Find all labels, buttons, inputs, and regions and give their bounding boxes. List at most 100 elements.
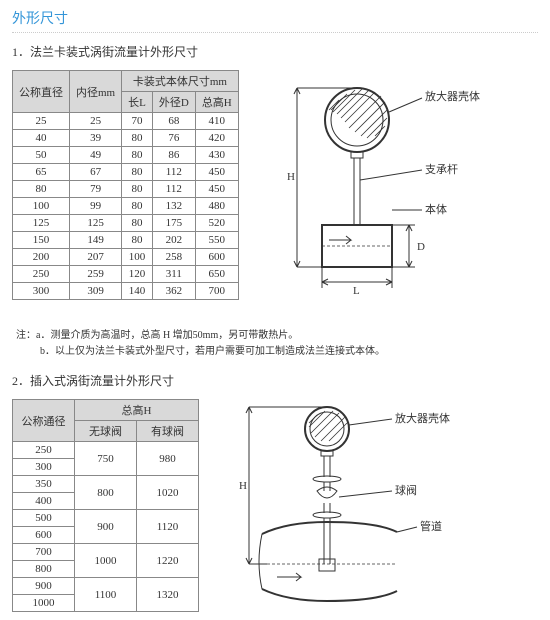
t2-col-group: 总高H bbox=[75, 400, 199, 421]
table-cell: 250 bbox=[13, 442, 75, 459]
table-cell: 259 bbox=[70, 266, 122, 283]
table-cell: 450 bbox=[195, 181, 238, 198]
table-cell: 25 bbox=[70, 113, 122, 130]
table-cell: 1020 bbox=[137, 476, 199, 510]
table-cell: 80 bbox=[122, 164, 153, 181]
table-cell: 112 bbox=[152, 181, 195, 198]
table-cell: 150 bbox=[13, 232, 70, 249]
table-cell: 311 bbox=[152, 266, 195, 283]
table-cell: 50 bbox=[13, 147, 70, 164]
table-cell: 258 bbox=[152, 249, 195, 266]
table-cell: 70 bbox=[122, 113, 153, 130]
note-b: b．以上仅为法兰卡装式外型尺寸，若用户需要可加工制造成法兰连接式本体。 bbox=[40, 344, 538, 360]
table-row: 15014980202550 bbox=[13, 232, 239, 249]
table-cell: 600 bbox=[195, 249, 238, 266]
section1-heading: 1．法兰卡装式涡街流量计外形尺寸 bbox=[12, 43, 538, 60]
table-cell: 300 bbox=[13, 459, 75, 476]
table-cell: 132 bbox=[152, 198, 195, 215]
table-row: 3508001020 bbox=[13, 476, 199, 493]
diagram1: 放大器壳体 支承杆 本体 H L D bbox=[257, 70, 487, 320]
table-row: 300309140362700 bbox=[13, 283, 239, 300]
table-cell: 300 bbox=[13, 283, 70, 300]
table-row: 200207100258600 bbox=[13, 249, 239, 266]
table-cell: 80 bbox=[122, 181, 153, 198]
table-cell: 125 bbox=[70, 215, 122, 232]
t1-col-L: 长L bbox=[122, 92, 153, 113]
table-row: 656780112450 bbox=[13, 164, 239, 181]
table-cell: 362 bbox=[152, 283, 195, 300]
table-cell: 67 bbox=[70, 164, 122, 181]
table-cell: 400 bbox=[13, 493, 75, 510]
section1-row: 公称直径 内径mm 卡装式本体尺寸mm 长L 外径D 总高H 252570684… bbox=[12, 70, 538, 320]
t1-col-group: 卡装式本体尺寸mm bbox=[122, 71, 239, 92]
t2-col-dn: 公称通径 bbox=[13, 400, 75, 442]
table-row: 50498086430 bbox=[13, 147, 239, 164]
table-cell: 200 bbox=[13, 249, 70, 266]
table-cell: 650 bbox=[195, 266, 238, 283]
table-cell: 80 bbox=[122, 215, 153, 232]
table-cell: 80 bbox=[122, 232, 153, 249]
table-cell: 309 bbox=[70, 283, 122, 300]
table-cell: 207 bbox=[70, 249, 122, 266]
table1: 公称直径 内径mm 卡装式本体尺寸mm 长L 外径D 总高H 252570684… bbox=[12, 70, 239, 300]
t1-col-D: 外径D bbox=[152, 92, 195, 113]
table-cell: 1120 bbox=[137, 510, 199, 544]
lbl-body: 本体 bbox=[425, 202, 447, 216]
table-cell: 100 bbox=[13, 198, 70, 215]
table-cell: 140 bbox=[122, 283, 153, 300]
table-row: 5009001120 bbox=[13, 510, 199, 527]
lbl-H: H bbox=[287, 171, 295, 183]
table-cell: 68 bbox=[152, 113, 195, 130]
table-cell: 80 bbox=[122, 130, 153, 147]
table-row: 25257068410 bbox=[13, 113, 239, 130]
note-a: 注：a．测量介质为高温时，总高 H 增加50mm，另可带散热片。 bbox=[16, 328, 538, 344]
table-cell: 99 bbox=[70, 198, 122, 215]
t1-col-id: 内径mm bbox=[70, 71, 122, 113]
table-cell: 40 bbox=[13, 130, 70, 147]
lbl-amp-shell: 放大器壳体 bbox=[425, 89, 480, 103]
table-cell: 65 bbox=[13, 164, 70, 181]
table-row: 250750980 bbox=[13, 442, 199, 459]
table-cell: 550 bbox=[195, 232, 238, 249]
table-cell: 410 bbox=[195, 113, 238, 130]
table-cell: 980 bbox=[137, 442, 199, 476]
table-row: 12512580175520 bbox=[13, 215, 239, 232]
table-cell: 120 bbox=[122, 266, 153, 283]
table2: 公称通径 总高H 无球阀 有球阀 25075098030035080010204… bbox=[12, 399, 199, 612]
table-cell: 420 bbox=[195, 130, 238, 147]
table-cell: 149 bbox=[70, 232, 122, 249]
table-cell: 80 bbox=[13, 181, 70, 198]
table-row: 807980112450 bbox=[13, 181, 239, 198]
lbl2-H: H bbox=[239, 480, 247, 492]
table-cell: 1000 bbox=[75, 544, 137, 578]
table-cell: 800 bbox=[13, 561, 75, 578]
t1-col-dn: 公称直径 bbox=[13, 71, 70, 113]
section2-row: 公称通径 总高H 无球阀 有球阀 25075098030035080010204… bbox=[12, 399, 538, 612]
lbl-support: 支承杆 bbox=[425, 162, 458, 176]
table-cell: 900 bbox=[13, 578, 75, 595]
t2-col-ball: 有球阀 bbox=[137, 421, 199, 442]
table-cell: 520 bbox=[195, 215, 238, 232]
page-title: 外形尺寸 bbox=[12, 8, 538, 33]
table-cell: 112 bbox=[152, 164, 195, 181]
table-cell: 49 bbox=[70, 147, 122, 164]
table-row: 40398076420 bbox=[13, 130, 239, 147]
table-cell: 600 bbox=[13, 527, 75, 544]
table-cell: 39 bbox=[70, 130, 122, 147]
diagram2: 放大器壳体 球阀 管道 H bbox=[217, 399, 467, 609]
table-cell: 750 bbox=[75, 442, 137, 476]
lbl2-amp: 放大器壳体 bbox=[395, 411, 450, 425]
table-cell: 175 bbox=[152, 215, 195, 232]
table-row: 1009980132480 bbox=[13, 198, 239, 215]
table-cell: 430 bbox=[195, 147, 238, 164]
table-cell: 76 bbox=[152, 130, 195, 147]
table-cell: 700 bbox=[13, 544, 75, 561]
table-cell: 250 bbox=[13, 266, 70, 283]
table-cell: 1220 bbox=[137, 544, 199, 578]
table-cell: 500 bbox=[13, 510, 75, 527]
table-cell: 202 bbox=[152, 232, 195, 249]
t2-col-noball: 无球阀 bbox=[75, 421, 137, 442]
section2-heading: 2．插入式涡街流量计外形尺寸 bbox=[12, 372, 538, 389]
table-cell: 25 bbox=[13, 113, 70, 130]
table-cell: 1000 bbox=[13, 595, 75, 612]
